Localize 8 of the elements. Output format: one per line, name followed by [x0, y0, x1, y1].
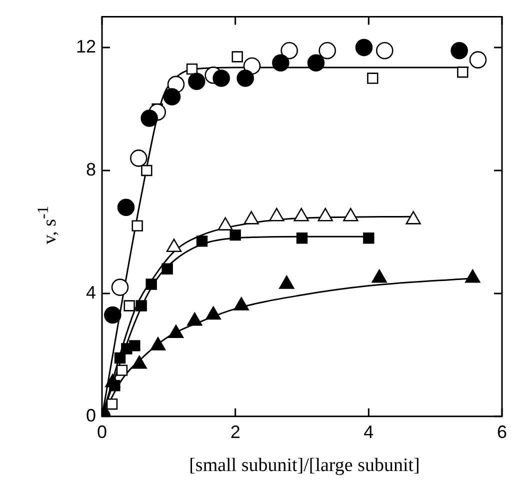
y-tick-label: 12: [76, 36, 96, 57]
x-tick-label: 2: [230, 422, 240, 442]
x-tick-label: 6: [496, 422, 507, 442]
x-tick-label: 4: [364, 422, 374, 442]
y-tick-label: 0: [86, 405, 96, 426]
x-axis-title: [small subunit]/[large subunit]: [188, 455, 421, 477]
y-tick-label: 8: [86, 159, 96, 180]
y-tick-label: 4: [86, 282, 96, 302]
